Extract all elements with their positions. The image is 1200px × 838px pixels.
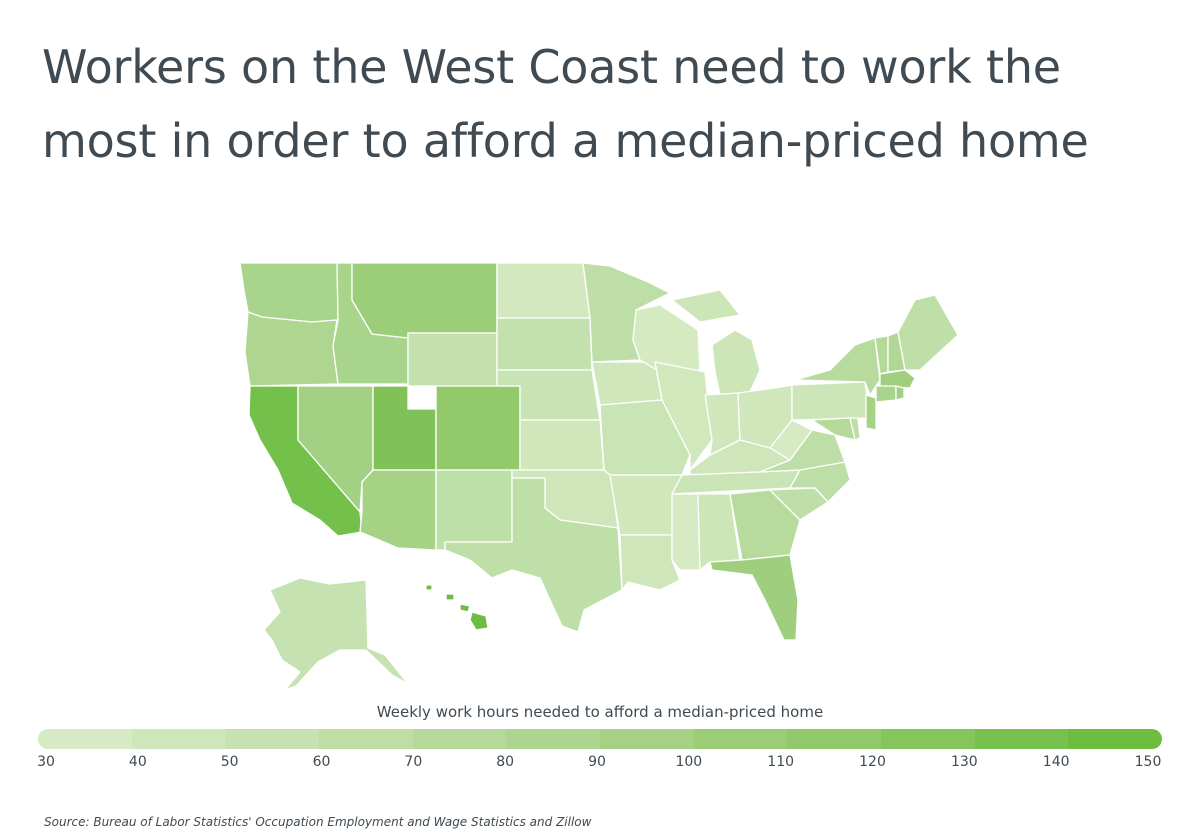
state-washington — [239, 262, 339, 323]
state-arizona — [359, 469, 437, 551]
state-kansas — [519, 419, 605, 471]
legend-tick-label: 60 — [312, 754, 331, 770]
state-utah — [372, 385, 437, 471]
state-new-jersey — [865, 394, 877, 431]
state-georgia — [729, 489, 801, 561]
state-pennsylvania — [791, 381, 871, 421]
legend-tick-label: 70 — [404, 754, 423, 770]
state-montana — [351, 262, 498, 339]
legend-segment — [881, 729, 975, 749]
legend-tick-label: 130 — [950, 754, 978, 770]
state-colorado — [435, 385, 521, 471]
legend-segment — [38, 729, 132, 749]
legend-color-scale — [38, 729, 1162, 749]
legend-segment — [225, 729, 320, 749]
legend-tick-label: 90 — [588, 754, 606, 770]
source-note: Source: Bureau of Labor Statistics' Occu… — [44, 815, 592, 829]
state-mississippi — [671, 493, 701, 571]
legend-tick-label: 50 — [220, 754, 239, 770]
legend-tick-label: 110 — [767, 754, 795, 770]
legend-segment — [131, 729, 226, 749]
us-choropleth-map — [239, 262, 959, 691]
state-maine — [897, 294, 959, 371]
state-iowa — [591, 361, 663, 406]
state-wisconsin — [632, 304, 701, 373]
legend-segment — [600, 729, 694, 749]
legend-segment — [412, 729, 507, 749]
state-alaska — [263, 577, 409, 691]
state-florida — [709, 554, 799, 641]
legend-tick-label: 150 — [1134, 754, 1162, 770]
state-michigan — [671, 289, 761, 396]
state-delaware — [849, 417, 861, 441]
legend-tick-label: 40 — [128, 754, 147, 770]
state-louisiana — [619, 534, 681, 591]
state-new-mexico — [435, 469, 513, 551]
legend-segment — [974, 729, 1069, 749]
legend-segment — [1068, 729, 1162, 749]
state-connecticut — [875, 385, 897, 403]
state-wyoming — [407, 332, 498, 387]
legend-ticks: 30 40 50 60 70 80 90 100 110 120 130 140 150 — [0, 754, 1200, 774]
page-title: Workers on the West Coast need to work t… — [42, 40, 1089, 168]
legend-tick-label: 140 — [1042, 754, 1070, 770]
legend-segment — [506, 729, 601, 749]
legend-tick-label: 30 — [37, 754, 55, 770]
state-oregon — [244, 311, 339, 387]
state-rhode-island — [895, 385, 905, 401]
legend-segment — [319, 729, 413, 749]
state-west-virginia — [769, 419, 813, 461]
legend-segment — [693, 729, 788, 749]
legend-title: Weekly work hours needed to afford a med… — [376, 703, 824, 721]
state-south-dakota — [496, 317, 593, 371]
legend-tick-label: 100 — [675, 754, 703, 770]
state-texas — [444, 477, 623, 633]
legend-segment — [787, 729, 882, 749]
state-massachusetts — [879, 369, 916, 389]
state-north-dakota — [496, 262, 591, 319]
state-hawaii — [425, 584, 489, 631]
legend-tick-label: 80 — [496, 754, 515, 770]
state-arkansas — [609, 474, 683, 536]
legend-tick-label: 120 — [859, 754, 886, 770]
